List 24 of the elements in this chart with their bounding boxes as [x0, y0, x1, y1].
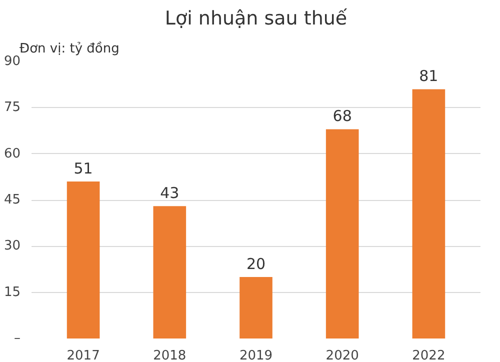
x-tick-label: 2022 — [412, 348, 446, 362]
data-label: 81 — [419, 67, 438, 86]
y-axis-title: Đơn vị: tỷ đồng — [20, 40, 120, 56]
y-tick-label: 75 — [4, 100, 21, 116]
bar — [153, 206, 186, 338]
y-tick-label: 45 — [4, 192, 21, 208]
y-tick-label: – — [14, 331, 20, 346]
y-tick-label: 30 — [4, 238, 21, 254]
y-tick-label: 90 — [4, 54, 21, 69]
chart-title: Lợi nhuận sau thuế — [164, 8, 348, 30]
x-tick-label: 2019 — [239, 348, 273, 362]
data-label: 43 — [160, 184, 180, 202]
bar — [240, 276, 272, 338]
bar — [412, 89, 446, 338]
y-tick-label: 60 — [4, 146, 21, 162]
y-tick-label: 15 — [4, 284, 21, 300]
data-label: 68 — [332, 107, 352, 126]
data-label: 20 — [246, 254, 266, 273]
data-label: 51 — [74, 160, 93, 178]
bar — [326, 129, 359, 338]
bar — [66, 182, 100, 338]
x-tick-label: 2018 — [153, 348, 186, 362]
x-tick-label: 2020 — [326, 348, 359, 362]
x-tick-label: 2017 — [66, 348, 100, 362]
